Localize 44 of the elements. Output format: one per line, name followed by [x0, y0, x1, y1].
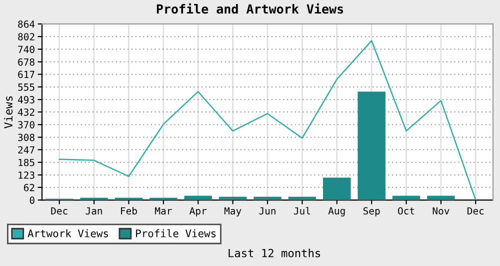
y-tick-label: 678: [18, 58, 34, 66]
x-tick-label: Sep: [363, 207, 380, 216]
bar: [323, 178, 351, 200]
bar: [150, 198, 178, 200]
bar: [254, 196, 282, 200]
x-tick-label: Mar: [155, 207, 172, 215]
y-tick-label: 617: [18, 70, 34, 78]
legend-label: Artwork Views: [28, 229, 108, 238]
chart-title: Profile and Artwork Views: [156, 3, 344, 14]
y-tick-label: 740: [18, 46, 34, 54]
y-tick-label: 185: [18, 158, 34, 166]
legend-label: Profile Views: [136, 229, 216, 238]
y-tick-label: 555: [18, 84, 34, 91]
x-tick-label: Nov: [432, 207, 450, 215]
bar: [358, 92, 386, 200]
y-tick-label: 432: [18, 108, 34, 116]
bar: [218, 196, 247, 200]
y-tick-label: 308: [18, 134, 34, 142]
bar: [427, 196, 455, 200]
x-axis-title: Last 12 months: [228, 248, 320, 258]
x-tick-label: Oct: [398, 207, 414, 215]
x-tick-label: Feb: [121, 207, 137, 215]
y-axis-title: Views: [4, 96, 13, 128]
x-tick-label: Apr: [190, 207, 207, 216]
line-series: [58, 40, 476, 200]
y-tick-label: 123: [18, 171, 34, 179]
bar: [392, 196, 420, 200]
y-tick-label: 0: [30, 196, 34, 204]
x-tick-label: Jun: [259, 207, 276, 215]
x-tick-label: Dec: [468, 207, 484, 215]
y-tick-label: 370: [18, 121, 34, 128]
x-tick-label: May: [224, 207, 242, 216]
y-tick-label: 802: [18, 33, 34, 40]
y-tick-label: 864: [18, 20, 35, 28]
y-tick-label: 493: [18, 96, 34, 104]
x-tick-label: Jul: [294, 206, 310, 215]
y-tick-label: 247: [18, 146, 34, 154]
x-tick-label: Dec: [51, 207, 68, 215]
bar: [288, 196, 316, 200]
bar: [80, 198, 108, 200]
x-tick-label: Aug: [328, 207, 345, 216]
x-tick-label: Jan: [86, 207, 102, 215]
bar: [184, 196, 212, 200]
y-tick-label: 62: [24, 184, 34, 192]
